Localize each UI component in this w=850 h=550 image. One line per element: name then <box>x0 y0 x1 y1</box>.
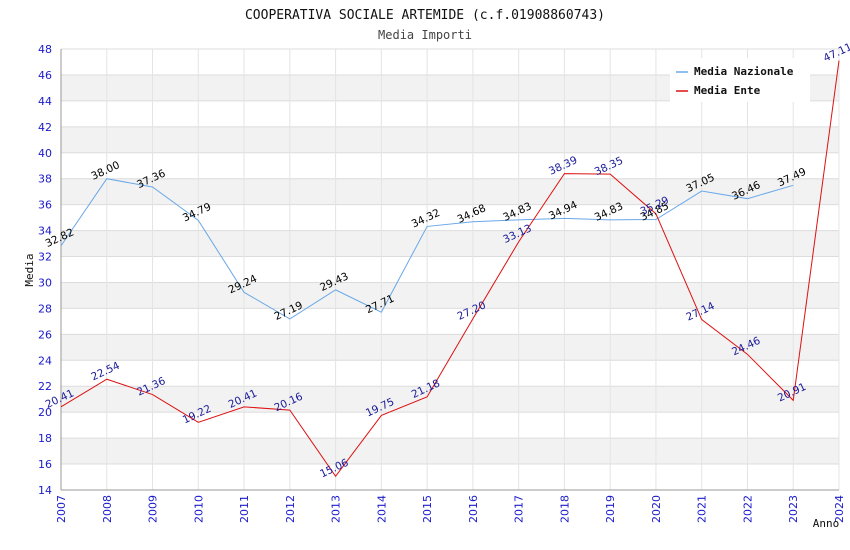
y-tick-label: 20 <box>38 406 52 419</box>
plot-band <box>61 204 839 231</box>
plot-band <box>61 464 839 490</box>
plot-band <box>61 308 839 335</box>
plot-band <box>61 412 839 439</box>
y-tick-label: 34 <box>38 225 52 238</box>
plot-band <box>61 126 839 153</box>
plot-band <box>61 230 839 257</box>
x-tick-label: 2020 <box>650 495 663 523</box>
series-line-media-nazionale <box>60 178 794 320</box>
legend: Media Nazionale Media Ente <box>670 58 810 102</box>
x-tick-label: 2008 <box>101 495 114 523</box>
x-tick-label: 2018 <box>558 495 571 523</box>
y-tick-label: 48 <box>38 43 52 56</box>
plot-band <box>61 360 839 387</box>
plot-band <box>61 438 839 465</box>
x-tick-label: 2007 <box>55 495 68 523</box>
x-tick-label: 2014 <box>375 495 388 523</box>
plot-band <box>61 152 839 179</box>
y-tick-label: 46 <box>38 69 52 82</box>
y-axis-label: Media <box>23 253 36 286</box>
plot-band <box>61 100 839 127</box>
chart-title: COOPERATIVA SOCIALE ARTEMIDE (c.f.019088… <box>245 8 605 23</box>
x-tick-label: 2022 <box>741 495 754 523</box>
plot-band <box>61 282 839 309</box>
y-tick-labels: 14 16 18 20 22 24 26 28 30 32 34 36 38 40 42 44 46 48 <box>38 43 52 497</box>
x-tick-label: 2011 <box>238 495 251 523</box>
plot-band <box>61 386 839 413</box>
plot-band <box>61 334 839 361</box>
legend-label-media-nazionale: Media Nazionale <box>694 65 794 78</box>
y-tick-label: 36 <box>38 199 52 212</box>
plot-background-bands <box>61 49 839 490</box>
plot-band <box>61 256 839 283</box>
y-tick-label: 30 <box>38 276 52 289</box>
y-tick-label: 18 <box>38 432 52 445</box>
x-tick-label: 2013 <box>330 495 343 523</box>
x-axis-label: Anno <box>813 517 840 530</box>
x-tick-label: 2024 <box>833 495 846 523</box>
y-tick-label: 28 <box>38 302 52 315</box>
legend-label-media-ente: Media Ente <box>694 84 761 97</box>
x-tick-label: 2009 <box>147 495 160 523</box>
x-tick-label: 2023 <box>787 495 800 523</box>
y-tick-label: 44 <box>38 95 52 108</box>
x-tick-label: 2012 <box>284 495 297 523</box>
x-tick-label: 2019 <box>604 495 617 523</box>
y-tick-label: 32 <box>38 251 52 264</box>
series-line-media-ente <box>60 60 840 478</box>
y-tick-label: 14 <box>38 484 52 497</box>
x-tick-label: 2016 <box>467 495 480 523</box>
legend-box <box>670 58 810 102</box>
x-tick-label: 2021 <box>696 495 709 523</box>
y-tick-label: 22 <box>38 380 52 393</box>
x-tick-label: 2015 <box>421 495 434 523</box>
y-tick-label: 42 <box>38 121 52 134</box>
y-tick-label: 24 <box>38 354 52 367</box>
x-tick-label: 2010 <box>192 495 205 523</box>
chart-subtitle: Media Importi <box>378 28 472 42</box>
y-tick-label: 40 <box>38 147 52 160</box>
x-tick-labels: 2007 2008 2009 2010 2011 2012 2013 2014 2015 2016… <box>55 495 846 523</box>
y-tick-label: 26 <box>38 328 52 341</box>
series-lines <box>60 60 840 478</box>
y-tick-label: 38 <box>38 173 52 186</box>
x-tick-label: 2017 <box>513 495 526 523</box>
plot-band <box>61 178 839 205</box>
y-tick-label: 16 <box>38 458 52 471</box>
